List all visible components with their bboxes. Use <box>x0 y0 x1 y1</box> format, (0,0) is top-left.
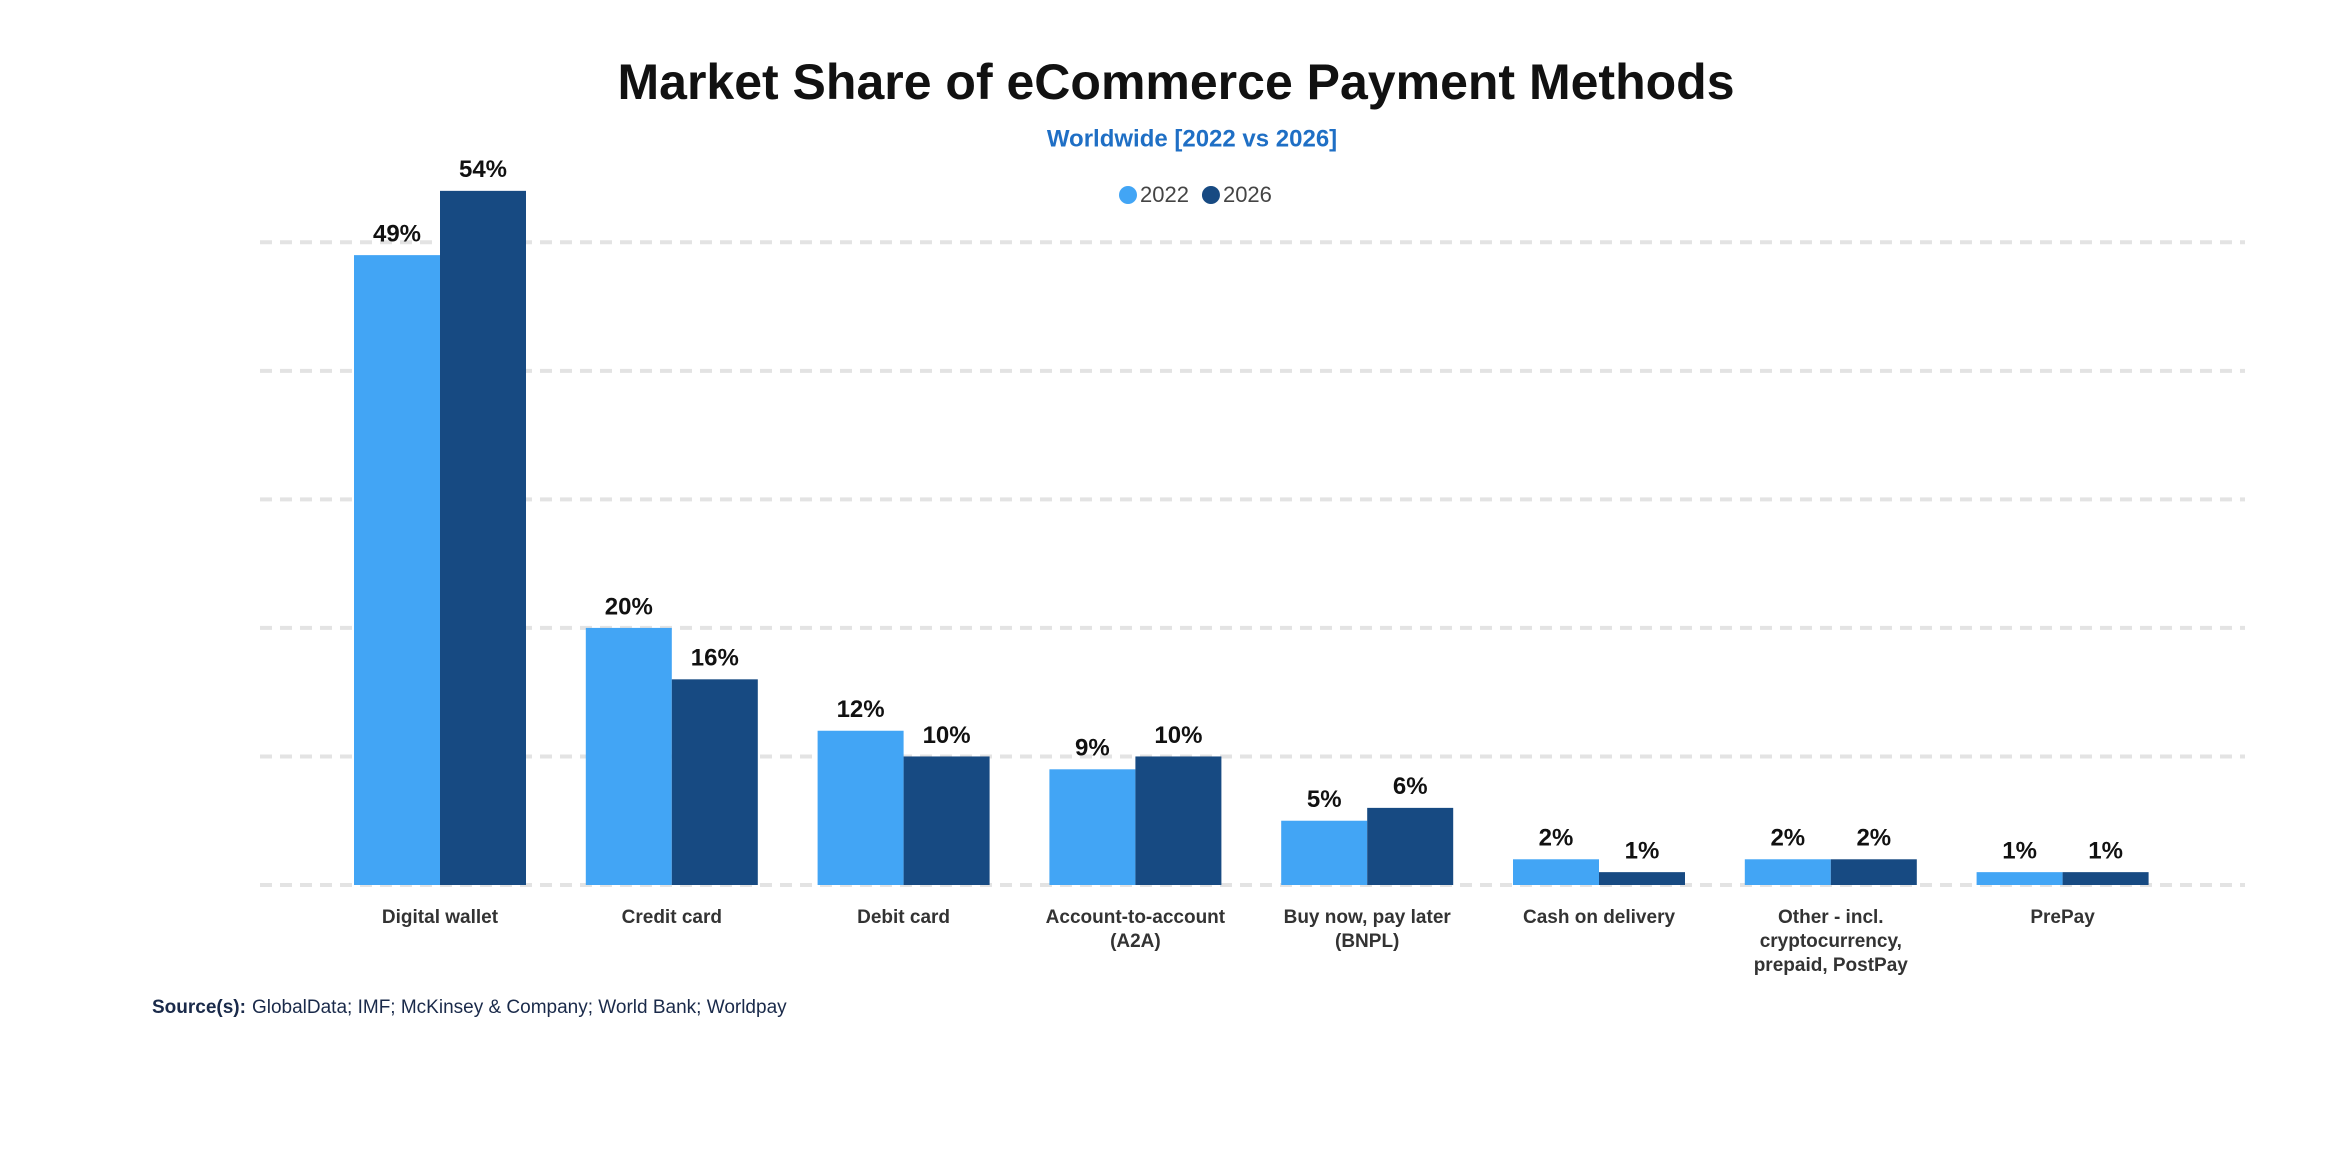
x-tick-label: Cash on delivery <box>1523 907 1675 928</box>
bar <box>1367 807 1454 885</box>
chart-subtitle: Worldwide [2022 vs 2026] <box>1047 125 1337 152</box>
x-tick-line: PrePay <box>2030 907 2095 928</box>
data-label: 54% <box>459 156 507 183</box>
x-tick-label: Credit card <box>622 907 722 928</box>
bar <box>1513 859 1599 885</box>
data-label: 2% <box>1770 825 1805 852</box>
bar <box>903 756 990 885</box>
data-label: 2% <box>1539 825 1574 852</box>
legend-label: 2026 <box>1223 182 1272 207</box>
data-label: 9% <box>1075 735 1110 762</box>
bar <box>440 190 526 885</box>
x-tick-line: (A2A) <box>1110 931 1161 952</box>
legend-marker <box>1119 186 1137 204</box>
x-tick-label: Account-to-account (A2A) <box>1046 907 1226 952</box>
x-tick-line: Debit card <box>857 907 950 928</box>
bar <box>585 627 672 885</box>
bar <box>671 679 758 885</box>
source-text: GlobalData; IMF; McKinsey & Company; Wor… <box>252 997 787 1018</box>
x-tick-line: Account-to-account <box>1046 907 1226 928</box>
x-tick-line: Cash on delivery <box>1523 907 1675 928</box>
data-label: 10% <box>923 722 971 749</box>
data-label: 16% <box>691 645 739 672</box>
bar <box>354 255 440 886</box>
bar <box>1599 872 1685 885</box>
bar <box>1281 820 1368 885</box>
x-tick-line: prepaid, PostPay <box>1754 955 1909 976</box>
data-label: 1% <box>2002 837 2037 864</box>
x-tick-line: Digital wallet <box>382 907 499 928</box>
bar <box>817 730 904 885</box>
data-label: 49% <box>373 220 421 247</box>
source-label: Source(s): <box>152 997 246 1018</box>
data-label: 5% <box>1307 786 1342 813</box>
x-tick-label: Debit card <box>857 907 950 928</box>
data-label: 12% <box>837 696 885 723</box>
x-tick-line: Other - incl. <box>1778 907 1884 928</box>
data-label: 10% <box>1154 722 1202 749</box>
bar <box>1976 872 2063 885</box>
bar <box>2062 872 2149 885</box>
x-tick-label: Digital wallet <box>382 907 499 928</box>
x-tick-line: cryptocurrency, <box>1760 931 1902 952</box>
chart-title: Market Share of eCommerce Payment Method… <box>617 54 1734 110</box>
x-tick-label: Buy now, pay later (BNPL) <box>1284 907 1452 952</box>
bar <box>1135 756 1222 885</box>
legend-label: 2022 <box>1140 182 1189 207</box>
data-label: 1% <box>2088 837 2123 864</box>
legend: 2022 2026 <box>1119 182 1272 207</box>
data-label: 20% <box>605 593 653 620</box>
data-label: 2% <box>1856 825 1891 852</box>
x-tick-line: (BNPL) <box>1335 931 1399 952</box>
x-tick-line: Buy now, pay later <box>1284 907 1452 928</box>
bar <box>1744 859 1831 885</box>
x-tick-label: PrePay <box>2030 907 2095 928</box>
bar <box>1049 769 1136 885</box>
source: Source(s): GlobalData; IMF; McKinsey & Co… <box>152 997 787 1018</box>
data-label: 6% <box>1393 773 1428 800</box>
x-tick-label: Other - incl. cryptocurrency, prepaid, Pos… <box>1754 907 1909 976</box>
x-tick-line: Credit card <box>622 907 722 928</box>
bar <box>1830 859 1917 885</box>
data-label: 1% <box>1625 837 1660 864</box>
legend-marker <box>1201 186 1220 204</box>
